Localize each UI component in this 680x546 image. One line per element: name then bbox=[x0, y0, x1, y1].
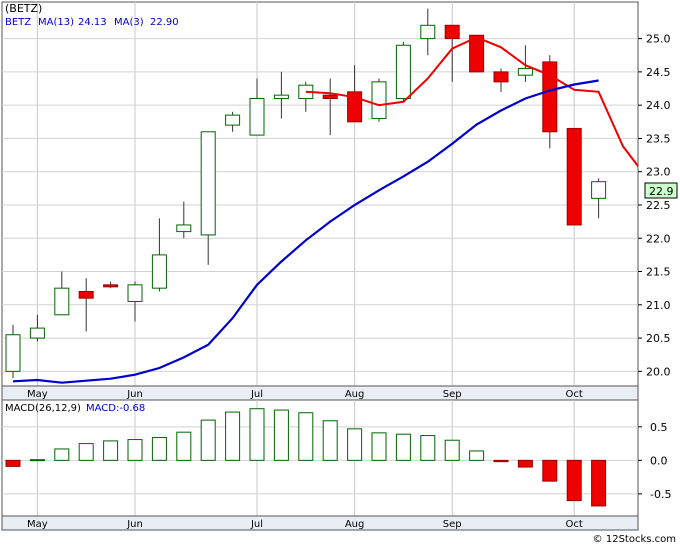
price-axis: 20.0 20.5 21.0 21.5 22.0 22.5 23.0 23.5 24.0 24.5… bbox=[638, 33, 671, 378]
macd-tick-label: 0.5 bbox=[650, 421, 668, 434]
last-price-label: 22.9 bbox=[649, 185, 674, 198]
month-label-bottom-jul: Jul bbox=[250, 519, 263, 530]
watermark: © 12Stocks.com bbox=[593, 534, 676, 545]
month-label-oct: Oct bbox=[566, 389, 583, 400]
month-label-aug: Aug bbox=[345, 389, 365, 400]
month-label-sep: Sep bbox=[443, 389, 462, 400]
ticker-label: (BETZ) bbox=[5, 2, 42, 15]
candle-up bbox=[225, 114, 241, 126]
candle-up bbox=[151, 254, 167, 289]
candle-down bbox=[493, 71, 509, 83]
candle-down bbox=[444, 24, 460, 40]
candle-up bbox=[5, 334, 21, 372]
legend-ma3-value: 22.90 bbox=[150, 17, 179, 28]
macd-bar-positive bbox=[151, 437, 167, 461]
moving-average-lines bbox=[12, 36, 638, 384]
price-tick-label: 24.0 bbox=[646, 99, 671, 112]
candle-up bbox=[273, 94, 289, 99]
macd-bar-negative bbox=[566, 459, 582, 502]
candle-up bbox=[420, 24, 436, 40]
macd-bar-positive bbox=[444, 439, 460, 461]
macd-bar-positive bbox=[29, 459, 45, 462]
candle-up bbox=[395, 44, 411, 99]
month-label-bottom-may: May bbox=[27, 519, 48, 530]
macd-bar-positive bbox=[103, 440, 119, 461]
candle-up bbox=[200, 131, 216, 236]
macd-bar-positive bbox=[322, 420, 338, 461]
month-labels-lower: May Jun Jul Aug Sep Oct bbox=[27, 519, 583, 530]
legend-ticker: BETZ bbox=[5, 17, 31, 28]
candle-down bbox=[103, 284, 119, 288]
macd-bar-positive bbox=[249, 408, 265, 461]
macd-bar-negative bbox=[591, 459, 607, 507]
ma3-line bbox=[305, 36, 638, 168]
macd-bar-positive bbox=[298, 412, 314, 461]
month-label-bottom-sep: Sep bbox=[443, 519, 462, 530]
macd-tick-label: -0.5 bbox=[650, 488, 671, 501]
legend-ma13-value: 24.13 bbox=[78, 17, 107, 28]
macd-label: MACD(26,12,9) bbox=[5, 403, 81, 414]
candle-up bbox=[249, 97, 265, 136]
macd-bar-positive bbox=[54, 448, 70, 461]
macd-bar-negative bbox=[5, 459, 21, 467]
macd-axis: 0.5 0.0 -0.5 bbox=[638, 421, 671, 501]
price-tick-label: 23.0 bbox=[646, 166, 671, 179]
candle-down bbox=[322, 94, 338, 99]
macd-bar-positive bbox=[273, 409, 289, 461]
candle-down bbox=[78, 290, 94, 299]
macd-bar-negative bbox=[517, 459, 533, 468]
month-label-bottom-jun: Jun bbox=[126, 519, 143, 530]
price-tick-label: 21.5 bbox=[646, 266, 671, 279]
price-tick-label: 20.0 bbox=[646, 365, 671, 378]
macd-bar-negative bbox=[542, 459, 558, 482]
price-tick-label: 23.5 bbox=[646, 132, 671, 145]
macd-bar-negative bbox=[493, 459, 509, 463]
macd-bars bbox=[5, 408, 607, 507]
month-strip-upper bbox=[1, 385, 639, 401]
month-label-bottom-aug: Aug bbox=[345, 519, 365, 530]
month-label-jul: Jul bbox=[250, 389, 263, 400]
macd-bar-positive bbox=[225, 411, 241, 461]
month-label-bottom-oct: Oct bbox=[566, 519, 583, 530]
macd-bar-positive bbox=[200, 419, 216, 461]
price-tick-label: 22.5 bbox=[646, 199, 671, 212]
price-tick-label: 24.5 bbox=[646, 66, 671, 79]
candle-up bbox=[517, 68, 533, 76]
candle-up bbox=[371, 81, 387, 119]
macd-bar-positive bbox=[469, 450, 485, 461]
candle-down bbox=[542, 61, 558, 133]
candle-up bbox=[29, 327, 45, 339]
macd-value-label: MACD:-0.68 bbox=[86, 403, 145, 414]
candle-up bbox=[127, 284, 143, 302]
ma13-line bbox=[12, 79, 599, 384]
price-tick-label: 22.0 bbox=[646, 232, 671, 245]
macd-bar-positive bbox=[420, 435, 436, 461]
month-labels-upper: May Jun Jul Aug Sep Oct bbox=[27, 389, 583, 400]
candle-down bbox=[566, 127, 582, 226]
macd-bar-positive bbox=[176, 431, 192, 461]
candle-down bbox=[469, 34, 485, 73]
price-tick-label: 25.0 bbox=[646, 33, 671, 46]
legend-ma13-name: MA(13) bbox=[38, 17, 74, 28]
macd-panel bbox=[1, 399, 639, 517]
candle-up bbox=[54, 287, 70, 316]
price-tick-label: 20.5 bbox=[646, 332, 671, 345]
macd-bar-positive bbox=[127, 439, 143, 461]
macd-tick-label: 0.0 bbox=[650, 454, 668, 467]
candle-up bbox=[176, 224, 192, 233]
candle-up bbox=[591, 181, 607, 199]
month-label-may: May bbox=[27, 389, 48, 400]
candles bbox=[5, 8, 607, 379]
macd-bar-positive bbox=[78, 443, 94, 461]
macd-bar-positive bbox=[395, 433, 411, 461]
price-tick-label: 21.0 bbox=[646, 299, 671, 312]
month-strip-lower bbox=[1, 515, 639, 531]
macd-bar-positive bbox=[347, 428, 363, 461]
last-price-tag bbox=[644, 182, 678, 199]
month-label-jun: Jun bbox=[126, 389, 143, 400]
legend-ma3-name: MA(3) bbox=[114, 17, 144, 28]
macd-bar-positive bbox=[371, 432, 387, 461]
price-panel bbox=[1, 1, 639, 387]
